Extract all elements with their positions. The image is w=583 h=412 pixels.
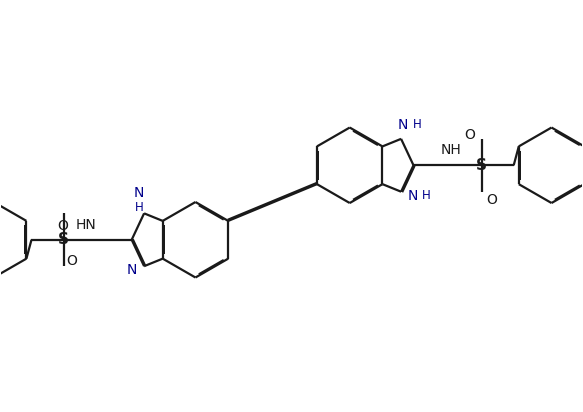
Text: N: N [398, 118, 408, 132]
Text: S: S [58, 232, 69, 247]
Text: S: S [476, 158, 487, 173]
Text: O: O [464, 128, 475, 142]
Text: O: O [486, 193, 497, 207]
Text: H: H [422, 189, 430, 202]
Text: N: N [127, 263, 138, 277]
Text: O: O [66, 254, 77, 268]
Text: HN: HN [75, 218, 96, 232]
Text: N: N [134, 187, 145, 201]
Text: NH: NH [441, 143, 462, 157]
Text: O: O [57, 219, 68, 233]
Text: N: N [408, 189, 418, 203]
Text: H: H [413, 119, 422, 131]
Text: H: H [135, 201, 143, 214]
